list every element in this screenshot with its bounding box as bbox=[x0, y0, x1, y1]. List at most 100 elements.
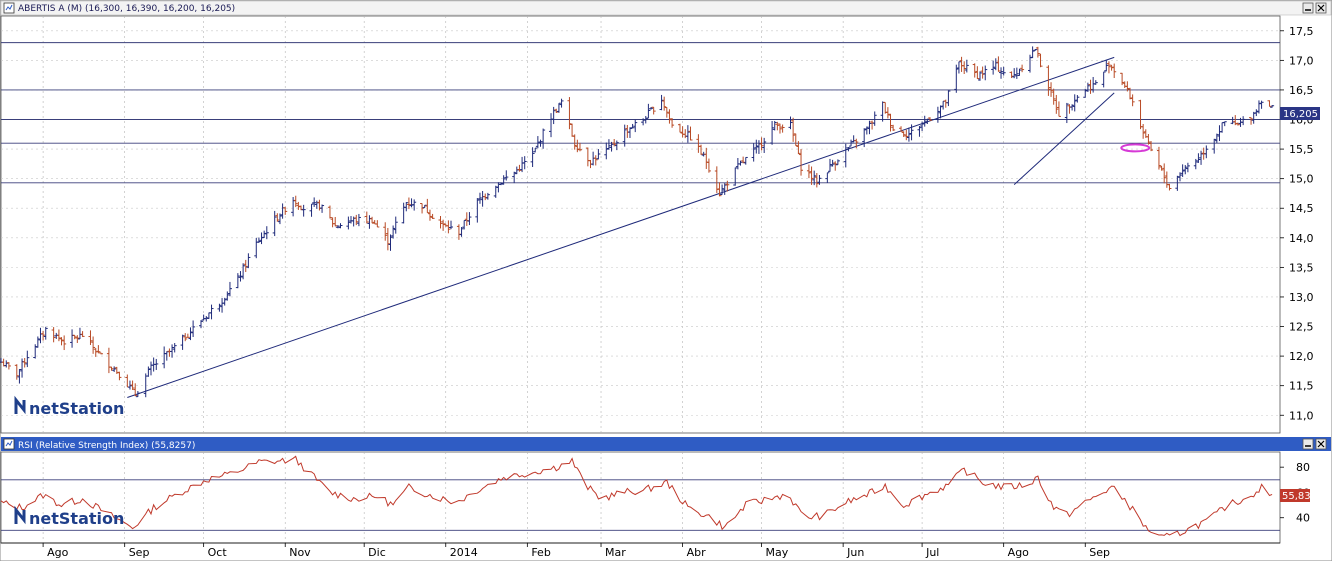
price-bar bbox=[1204, 145, 1209, 159]
month-tick-label: Mar bbox=[605, 546, 626, 559]
price-tick-label: 17,5 bbox=[1289, 25, 1314, 38]
price-tick-label: 15,5 bbox=[1289, 143, 1314, 156]
price-bar bbox=[333, 216, 338, 227]
price-bar bbox=[917, 126, 922, 137]
price-bar bbox=[762, 137, 767, 153]
price-bar bbox=[630, 123, 635, 129]
price-bar bbox=[604, 142, 609, 160]
price-bar bbox=[1072, 94, 1077, 112]
month-tick-label: Ago bbox=[47, 546, 69, 559]
price-bar bbox=[1185, 162, 1190, 173]
price-bar bbox=[209, 304, 214, 320]
price-tick-label: 14,5 bbox=[1289, 202, 1314, 215]
price-bar bbox=[412, 199, 417, 211]
price-bar bbox=[112, 366, 117, 372]
price-bar bbox=[577, 142, 582, 152]
price-bar bbox=[388, 234, 393, 251]
price-bar bbox=[1120, 72, 1125, 86]
minimize-button[interactable] bbox=[1302, 2, 1314, 14]
price-bar bbox=[722, 183, 727, 195]
price-bar bbox=[1109, 64, 1114, 71]
price-bar bbox=[609, 141, 614, 152]
price-bar bbox=[51, 327, 56, 343]
price-bar bbox=[493, 185, 498, 198]
price-bar bbox=[791, 117, 796, 142]
price-bar bbox=[72, 334, 77, 340]
price-bar bbox=[872, 111, 877, 126]
price-bar bbox=[241, 263, 246, 280]
price-bar bbox=[204, 316, 209, 322]
price-bar bbox=[817, 175, 822, 185]
rsi-minimize-button[interactable] bbox=[1302, 438, 1314, 450]
price-bar bbox=[1214, 133, 1219, 143]
price-bar bbox=[225, 291, 230, 301]
price-bar bbox=[1064, 102, 1069, 124]
price-bar bbox=[170, 344, 175, 358]
price-bar bbox=[1051, 88, 1056, 105]
price-bar bbox=[922, 115, 927, 127]
price-bar bbox=[391, 225, 396, 239]
price-bar bbox=[522, 156, 527, 170]
rsi-tick-label: 40 bbox=[1296, 512, 1310, 525]
price-bar bbox=[633, 119, 638, 133]
rsi-panel-title: RSI (Relative Strength Index) (55,8257) bbox=[18, 441, 195, 451]
price-tick-label: 16,5 bbox=[1289, 84, 1314, 97]
price-bar bbox=[993, 58, 998, 71]
price-bar bbox=[733, 167, 738, 186]
price-bar bbox=[977, 71, 982, 81]
price-bar bbox=[651, 106, 656, 115]
close-button[interactable] bbox=[1315, 2, 1327, 14]
price-bar bbox=[983, 65, 988, 81]
price-bar bbox=[256, 237, 261, 243]
price-bar bbox=[835, 159, 840, 166]
price-bar bbox=[356, 213, 361, 227]
price-bar bbox=[614, 140, 619, 151]
price-bar bbox=[1180, 164, 1185, 177]
price-bar bbox=[670, 118, 675, 128]
price-bar bbox=[277, 213, 282, 225]
price-bar bbox=[667, 109, 672, 124]
price-bar bbox=[301, 204, 306, 217]
price-bar bbox=[1199, 150, 1204, 165]
price-bar bbox=[446, 220, 451, 234]
month-tick-label: Oct bbox=[208, 546, 228, 559]
rsi-close-button[interactable] bbox=[1315, 438, 1327, 450]
month-tick-label: Sep bbox=[129, 546, 150, 559]
price-bar bbox=[662, 96, 667, 111]
price-bar bbox=[741, 156, 746, 164]
price-bar bbox=[843, 143, 848, 168]
price-tick-label: 14,0 bbox=[1289, 232, 1314, 245]
price-bar bbox=[827, 158, 832, 172]
price-bar bbox=[796, 141, 801, 155]
price-bar bbox=[188, 327, 193, 341]
price-bar bbox=[1259, 100, 1264, 109]
rsi-value-badge: 55,83 bbox=[1280, 489, 1311, 502]
price-bar bbox=[1270, 105, 1275, 108]
price-bar bbox=[222, 297, 227, 306]
price-bar bbox=[664, 107, 669, 118]
price-bar bbox=[706, 158, 711, 173]
rsi-line bbox=[0, 455, 1273, 537]
price-bar bbox=[788, 116, 793, 130]
price-bar bbox=[117, 371, 122, 381]
price-bar bbox=[501, 175, 506, 185]
netstation-logo: netStation bbox=[14, 395, 124, 418]
price-bar bbox=[127, 380, 132, 390]
price-bar bbox=[975, 66, 980, 80]
price-axis: 11,0 11,5 12,0 12,5 13,0 13,5 14,0 14,5 15,0 15,5… bbox=[1280, 25, 1314, 422]
price-bar bbox=[1070, 104, 1075, 111]
price-bar bbox=[217, 303, 222, 312]
price-bar bbox=[180, 334, 185, 350]
price-bar bbox=[659, 94, 664, 111]
price-bar bbox=[264, 226, 269, 240]
price-bar bbox=[567, 97, 572, 130]
price-bar bbox=[1112, 63, 1117, 79]
price-bar bbox=[25, 350, 30, 368]
price-bar bbox=[41, 330, 46, 341]
price-bar bbox=[596, 149, 601, 160]
price-bar bbox=[1175, 175, 1180, 191]
price-bar bbox=[649, 107, 654, 110]
price-bar bbox=[1267, 100, 1272, 107]
price-bar bbox=[499, 182, 504, 186]
price-bar bbox=[293, 195, 298, 208]
